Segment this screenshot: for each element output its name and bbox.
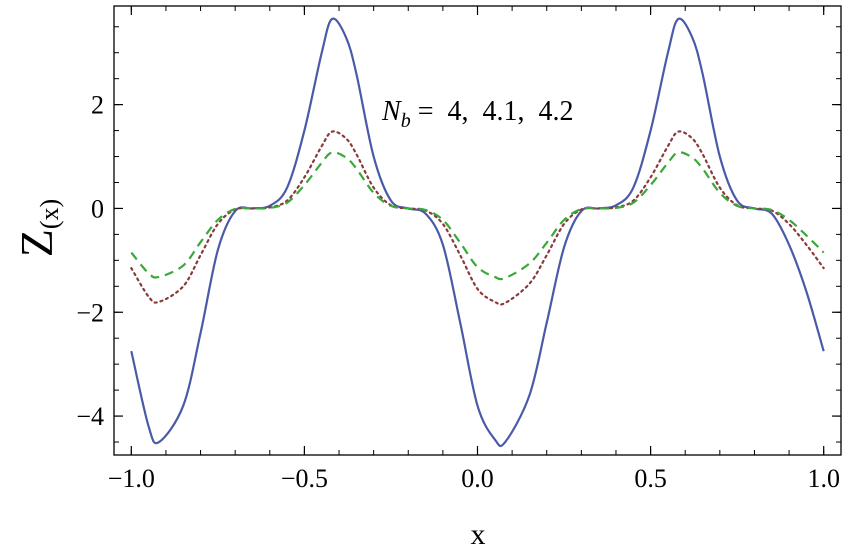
series-line-solid — [130, 17, 825, 448]
tick-marks — [114, 6, 841, 455]
y-tick-label: 2 — [91, 91, 104, 120]
x-tick-label: −0.5 — [281, 464, 328, 493]
x-tick-label: 1.0 — [807, 464, 840, 493]
x-axis-title: x — [471, 518, 486, 549]
y-axis-title: Z(x) — [11, 199, 64, 257]
y-axis-subscript: (x) — [35, 199, 64, 229]
tick-labels: −1.0 −0.5 0.0 0.5 1.0 −4 −2 0 2 — [76, 91, 840, 493]
x-tick-label: 0.5 — [634, 464, 667, 493]
annotation-values: = 4, 4.1, 4.2 — [411, 96, 574, 127]
x-tick-label: 0.0 — [461, 464, 494, 493]
annotation-subscript: b — [401, 110, 411, 132]
y-tick-label: −4 — [76, 402, 104, 431]
series-lines — [130, 17, 825, 448]
annotation-label: Nb = 4, 4.1, 4.2 — [381, 96, 573, 132]
series-line-dotted — [130, 130, 825, 306]
y-tick-label: 0 — [91, 194, 104, 223]
y-tick-label: −2 — [76, 298, 104, 327]
annotation-symbol: N — [381, 96, 402, 127]
series-line-dashed — [130, 151, 825, 281]
y-axis-symbol: Z — [11, 229, 62, 257]
plot-frame — [113, 5, 842, 456]
x-tick-label: −1.0 — [108, 464, 155, 493]
